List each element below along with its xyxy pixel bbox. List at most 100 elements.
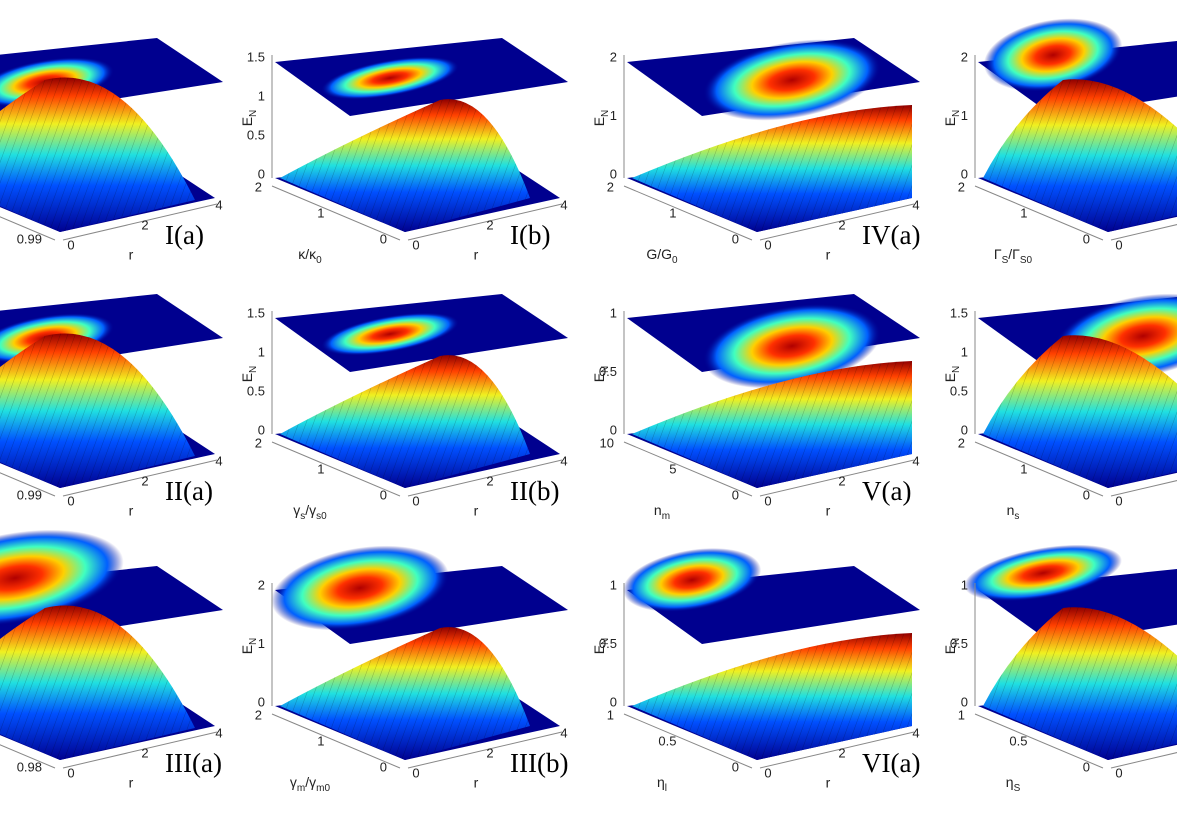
y-axis-label: ηl: [657, 774, 667, 794]
z-tick-label: 0: [961, 166, 968, 181]
panel-label: IV(a): [862, 220, 920, 250]
x-axis-label: r: [474, 503, 479, 519]
subscript: S: [1014, 783, 1021, 794]
y-tick-label: 10: [600, 435, 614, 450]
x-tick-label: 4: [912, 453, 919, 468]
y-axis: [271, 713, 401, 769]
subscript: m0: [316, 783, 330, 794]
y-tick-label: 0.5: [658, 733, 676, 748]
top-plane-heat: [964, 544, 1122, 602]
subscript: S0: [1020, 255, 1033, 266]
x-tick-label: 0: [1115, 237, 1122, 252]
z-tick-label: 1: [961, 577, 968, 592]
z-axis-label: EN: [591, 110, 611, 127]
x-tick-label: 0: [412, 765, 419, 780]
panel: 0 0.5 1 EN 1 0.5 0 ηS 0: [942, 544, 1177, 794]
y-tick-label: 1: [317, 205, 324, 220]
z-tick-label: 1: [258, 88, 265, 103]
x-tick-label: 2: [486, 745, 493, 760]
panel-label: III(b): [510, 748, 568, 778]
y-axis-label: ns: [1007, 502, 1020, 522]
surface-mesh: [632, 633, 912, 760]
x-axis: [407, 459, 563, 497]
text-part: η: [657, 774, 665, 790]
x-tick-label: 0: [1115, 765, 1122, 780]
x-tick-label: 2: [141, 217, 148, 232]
subscript: m: [662, 511, 670, 522]
x-tick-label: 4: [215, 453, 222, 468]
y-tick-label: 1: [317, 461, 324, 476]
text-part: η: [1006, 774, 1014, 790]
panel: 0 0.5 1 EN 1 0.5 0 ηl 0 2 4 r VI(a): [591, 548, 920, 794]
text-part: E: [942, 117, 958, 126]
x-tick-label: 2: [141, 473, 148, 488]
z-axis-label: EN: [942, 110, 962, 127]
subscript: N: [951, 110, 962, 117]
surface-mesh: [983, 79, 1177, 232]
y-tick-label: 0: [380, 487, 387, 502]
z-tick-label: 1: [258, 344, 265, 359]
surface-mesh: [280, 627, 530, 760]
top-plane-heat: [703, 303, 881, 389]
y-tick-label: 2: [607, 179, 614, 194]
z-tick-label: 2: [610, 49, 617, 64]
x-axis-label: r: [826, 247, 831, 263]
surface-mesh: [983, 607, 1177, 760]
z-tick-label: 2: [961, 49, 968, 64]
y-tick-label: 1: [1020, 461, 1027, 476]
x-tick-label: 2: [486, 217, 493, 232]
subscript: N: [600, 110, 611, 117]
text-part: E: [239, 373, 255, 382]
surface-mesh: [0, 77, 195, 232]
z-axis-label: EN: [239, 110, 259, 127]
x-axis-label: r: [826, 503, 831, 519]
top-plane-heat: [320, 56, 460, 100]
y-axis: [0, 216, 56, 241]
top-plane-heat: [271, 545, 449, 631]
y-axis: [271, 441, 401, 497]
subscript: N: [248, 366, 259, 373]
y-axis-label: ηS: [1006, 774, 1021, 794]
panel: 0.99 0 2 4 r I(a): [0, 38, 223, 263]
text-part: E: [239, 117, 255, 126]
y-tick-label: 0: [1083, 487, 1090, 502]
top-plane-heat: [622, 548, 762, 612]
x-tick-label: 2: [486, 473, 493, 488]
y-axis: [271, 185, 401, 241]
z-tick-label: 1: [610, 108, 617, 123]
x-tick-label: 2: [838, 745, 845, 760]
subscript: N: [951, 638, 962, 645]
z-tick-label: 0: [610, 694, 617, 709]
text-part: E: [591, 373, 607, 382]
y-tick-label: 2: [958, 435, 965, 450]
x-axis: [62, 203, 218, 241]
text-part: γ: [290, 774, 297, 790]
x-axis-label: r: [826, 775, 831, 791]
subscript: S: [1002, 255, 1009, 266]
panel: 0.98 0 2 4 r III(a): [0, 529, 223, 791]
y-axis-label: ΓS/ΓS0: [994, 246, 1033, 266]
x-axis-label: r: [129, 503, 134, 519]
x-tick-label: 4: [912, 197, 919, 212]
x-tick-label: 0: [764, 493, 771, 508]
y-axis: [623, 185, 753, 241]
z-tick-label: 0: [610, 166, 617, 181]
y-axis: [974, 185, 1104, 241]
z-axis-label: EN: [239, 638, 259, 655]
subscript: s0: [316, 511, 327, 522]
y-tick-label: 0.5: [1009, 733, 1027, 748]
panel: 0 0.5 1 1.5 EN 2 1 0 ns 0: [942, 293, 1177, 522]
z-tick-label: 1.5: [950, 305, 968, 320]
z-tick-label: 0.5: [950, 636, 968, 651]
text-part: /γ: [305, 502, 316, 518]
subscript: N: [248, 110, 259, 117]
surface-mesh: [632, 105, 912, 232]
y-tick-label: 2: [958, 179, 965, 194]
y-tick-label: 1: [958, 707, 965, 722]
text-part: E: [591, 117, 607, 126]
z-tick-label: 0: [610, 422, 617, 437]
x-axis: [759, 459, 915, 497]
